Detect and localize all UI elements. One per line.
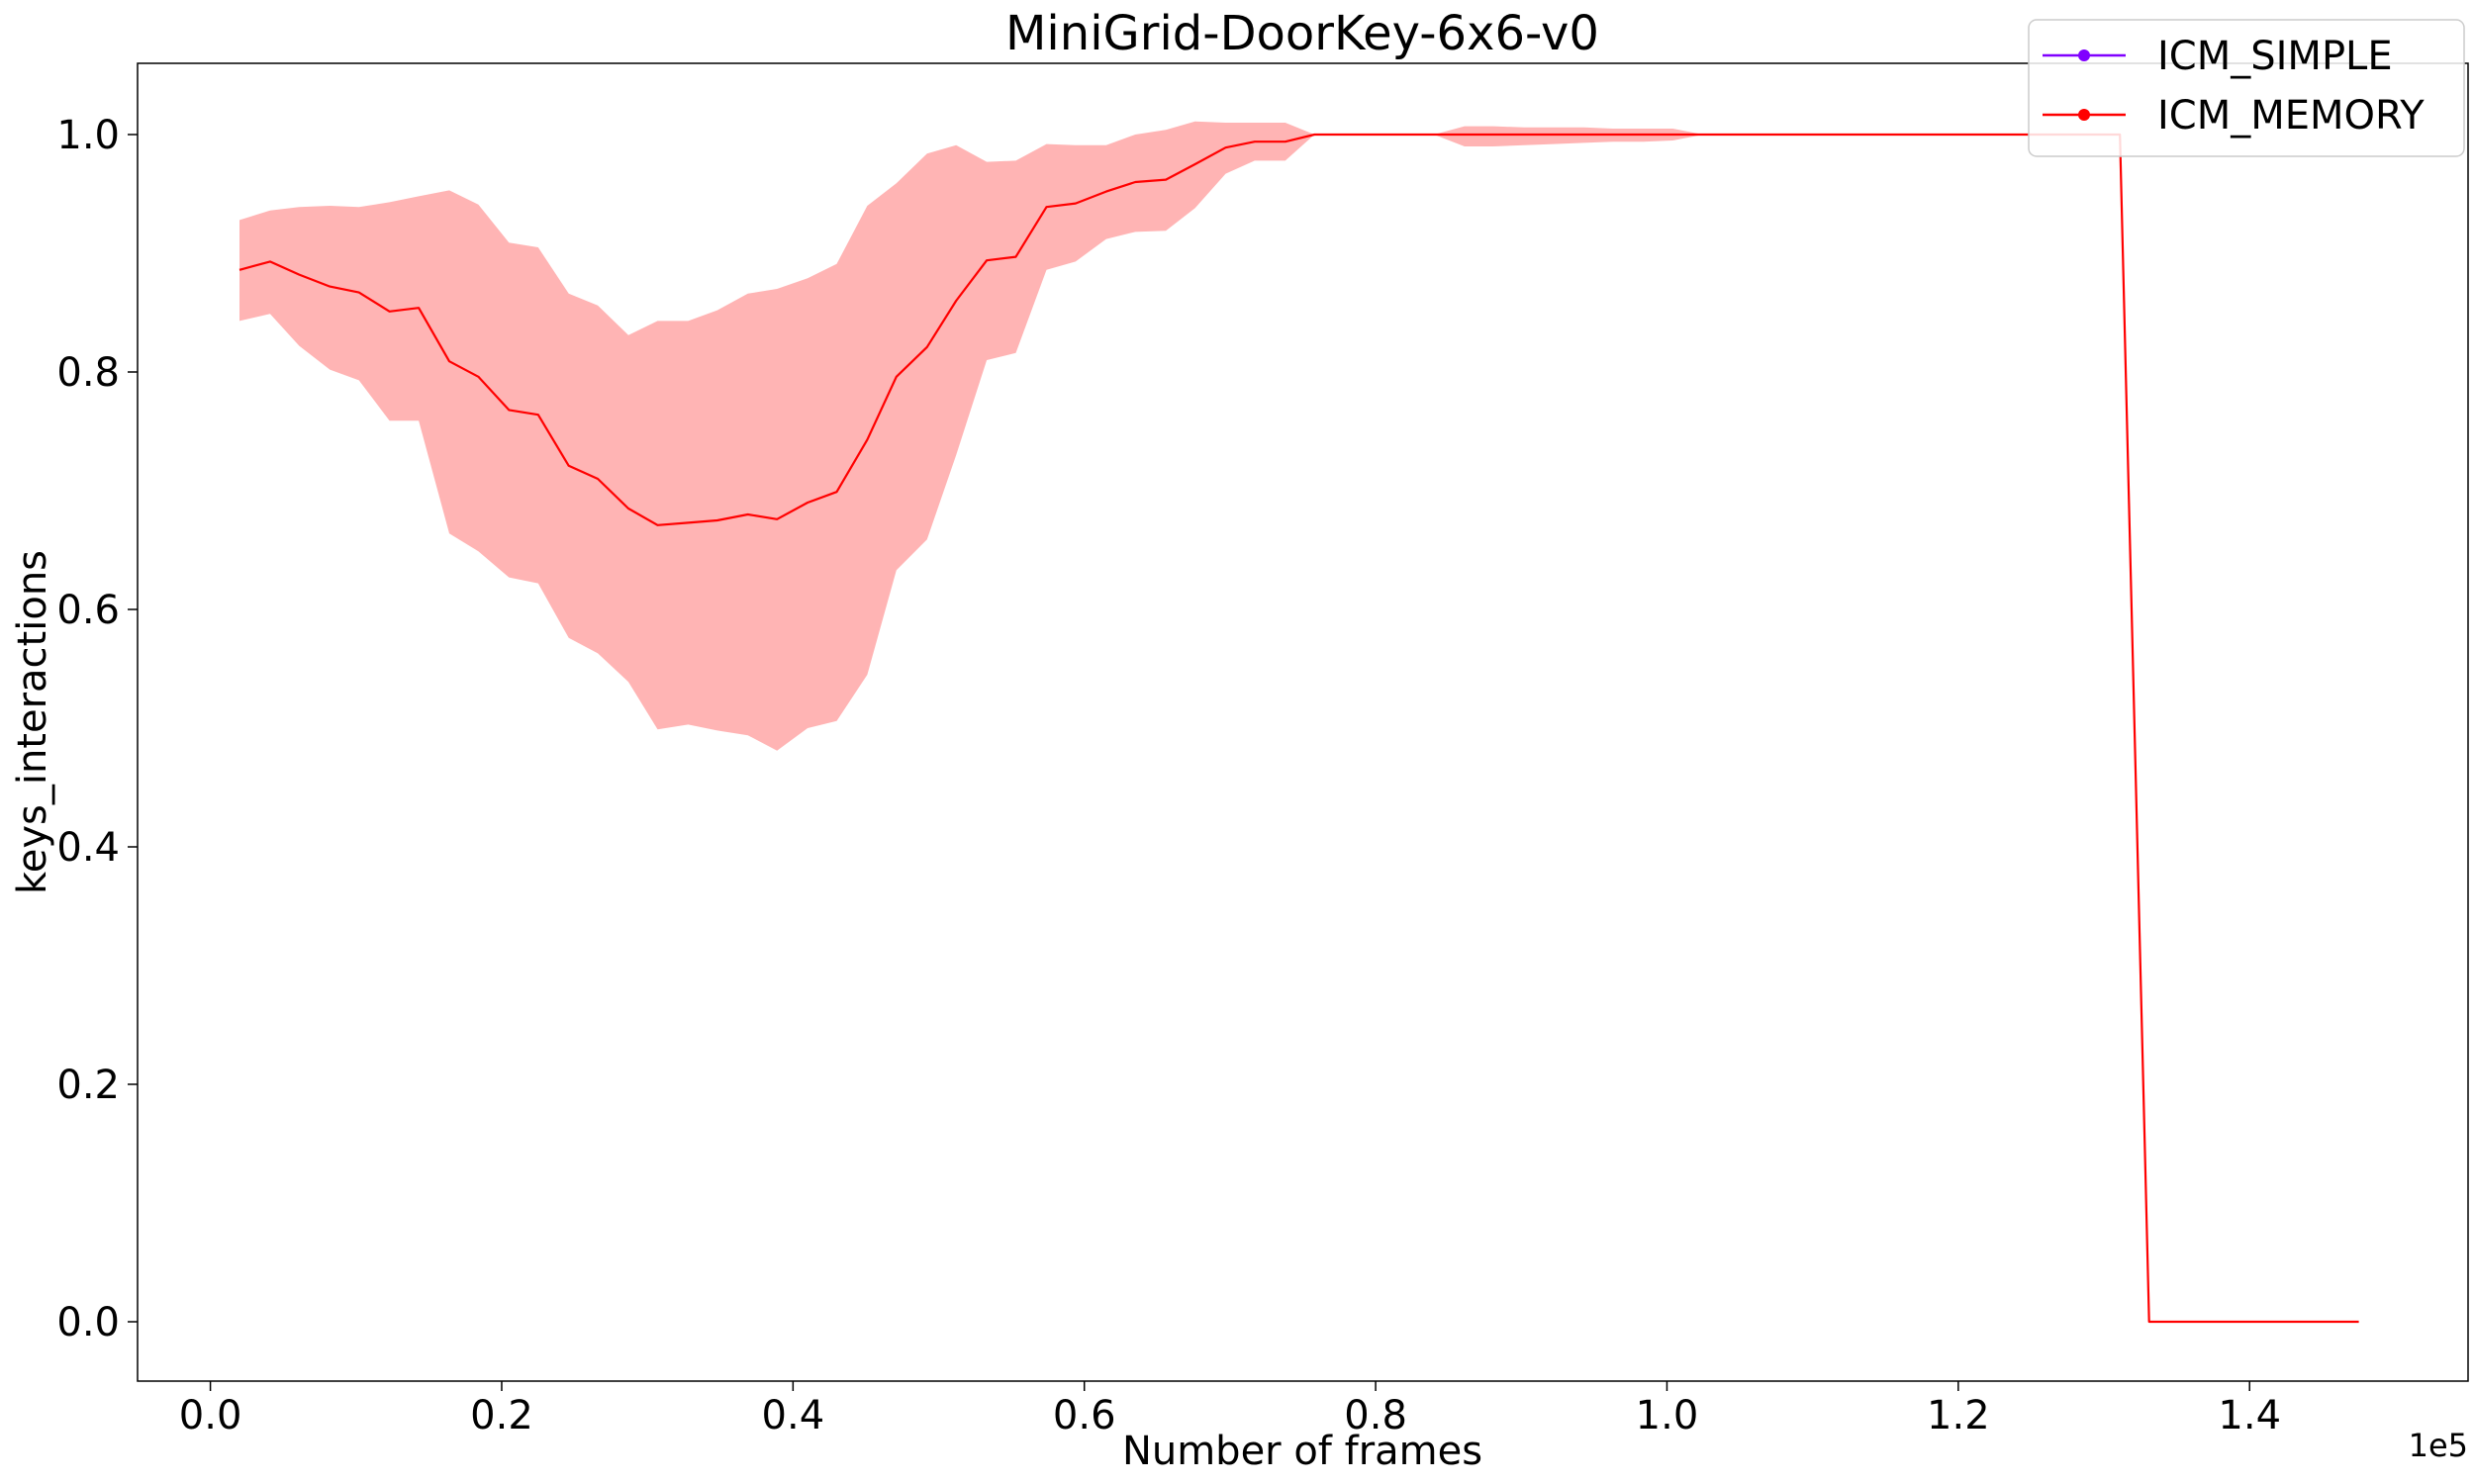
x-tick-label: 0.6 — [1053, 1393, 1116, 1438]
y-tick-label: 0.4 — [56, 825, 120, 871]
legend-box — [2028, 19, 2465, 157]
series-band-1 — [239, 121, 2359, 1322]
series-line-layer — [238, 133, 2359, 1324]
x-axis-label: Number of frames — [1122, 1429, 1482, 1474]
x-tick-label: 1.2 — [1927, 1393, 1990, 1438]
y-axis-ticks: 0.0 0.2 0.4 0.6 0.8 1.0 — [56, 113, 138, 1345]
x-tick-label: 0.8 — [1344, 1393, 1407, 1438]
y-tick-label: 0.8 — [56, 350, 120, 396]
plot-area-frame — [137, 62, 2469, 1382]
x-tick-label: 1.0 — [1636, 1393, 1699, 1438]
y-tick-label: 0.2 — [56, 1063, 120, 1108]
y-tick-label: 0.6 — [56, 588, 120, 633]
series-line-1 — [238, 133, 2359, 1324]
legend-marker-1 — [2078, 109, 2090, 121]
x-tick-label: 0.0 — [179, 1393, 242, 1438]
y-tick-label: 1.0 — [56, 113, 120, 158]
x-axis-ticks: 0.0 0.2 0.4 0.6 0.8 1.0 1.2 1.4 — [179, 1381, 2281, 1438]
chart-title: MiniGrid-DoorKey-6x6-v0 — [1005, 6, 1599, 61]
y-axis-label: keys_interactions — [10, 550, 55, 894]
legend-label-0: ICM_SIMPLE — [2157, 34, 2393, 79]
legend-marker-0 — [2078, 49, 2090, 61]
x-tick-label: 1.4 — [2218, 1393, 2281, 1438]
x-tick-label: 0.2 — [470, 1393, 533, 1438]
confidence-band-layer — [239, 121, 2359, 1322]
x-tick-label: 0.4 — [762, 1393, 825, 1438]
x-axis-offset-label: 1e5 — [2409, 1427, 2468, 1464]
y-tick-label: 0.0 — [56, 1300, 120, 1345]
legend: ICM_SIMPLE ICM_MEMORY — [2028, 19, 2465, 157]
legend-label-1: ICM_MEMORY — [2157, 93, 2425, 139]
